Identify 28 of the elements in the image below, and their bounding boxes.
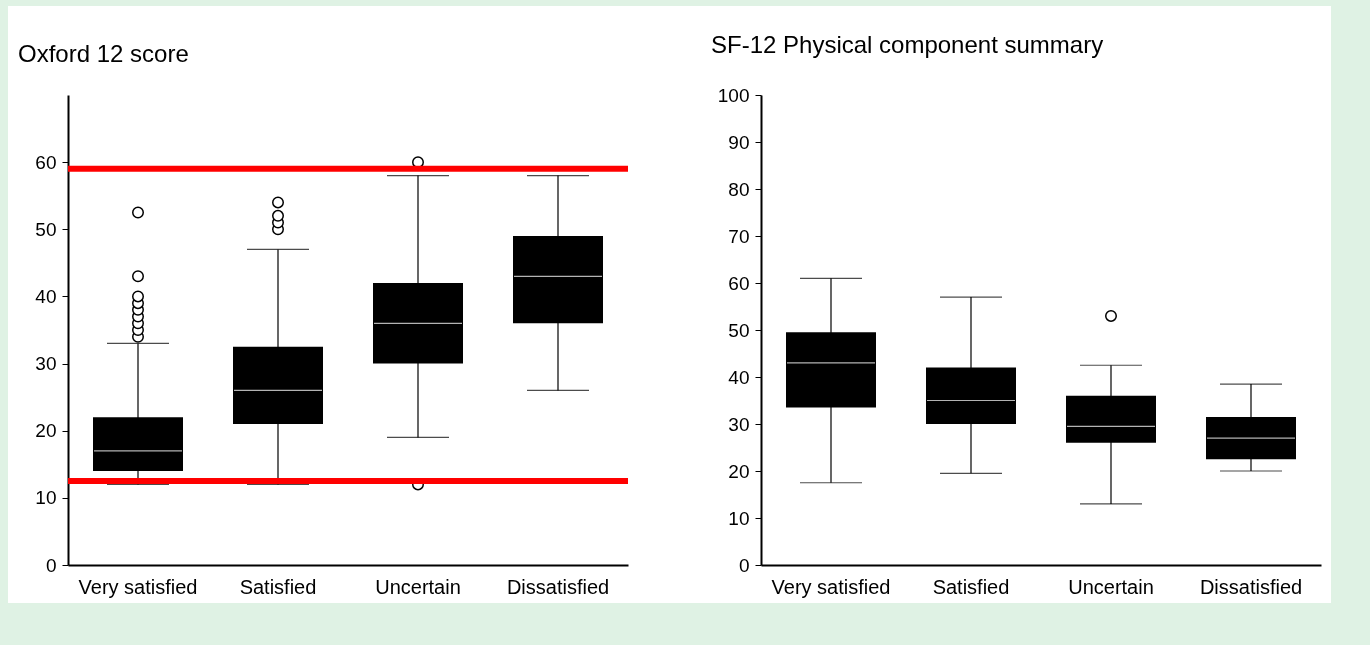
y-tick-label: 90 [728,131,750,153]
x-tick-label: Uncertain [375,575,461,598]
y-tick-label: 80 [728,178,750,200]
x-tick-label: Uncertain [1068,575,1154,598]
y-tick-label: 60 [728,272,750,294]
x-tick-label: Very satisfied [771,575,891,598]
y-tick-label: 10 [728,507,750,529]
y-tick-label: 10 [35,487,57,509]
y-tick-label: 20 [35,420,57,442]
x-tick-label: Satisfied [239,575,317,598]
y-tick-label: 60 [35,151,57,173]
y-tick-label: 70 [728,225,750,247]
y-tick-label: 20 [728,460,750,482]
y-tick-label: 30 [728,413,750,435]
y-tick-label: 0 [738,554,750,576]
y-tick-label: 40 [35,285,57,307]
y-tick-label: 30 [35,353,57,375]
y-tick-label: 50 [35,218,57,240]
x-tick-label: Dissatisfied [506,575,610,598]
x-tick-label: Satisfied [932,575,1010,598]
chart-title: SF-12 Physical component summary [711,31,1104,58]
x-tick-label: Dissatisfied [1199,575,1303,598]
x-tick-label: Very satisfied [78,575,198,598]
y-tick-label: 40 [728,366,750,388]
chart-title: Oxford 12 score [18,40,189,67]
y-tick-label: 100 [717,84,750,106]
y-tick-label: 0 [45,554,57,576]
y-tick-label: 50 [728,319,750,341]
